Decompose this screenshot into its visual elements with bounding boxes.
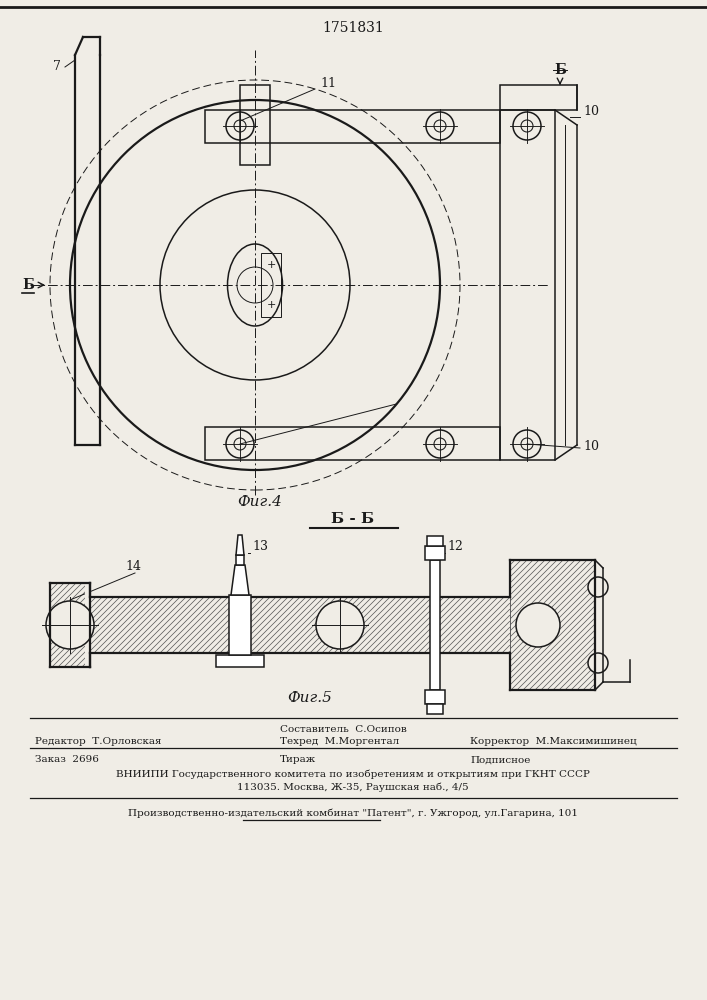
Bar <box>500 110 555 460</box>
Bar <box>430 560 440 690</box>
Text: 1751831: 1751831 <box>322 21 384 35</box>
Text: Редактор  Т.Орловская: Редактор Т.Орловская <box>35 738 161 746</box>
Text: Подписное: Подписное <box>470 756 530 764</box>
Text: Фиг.5: Фиг.5 <box>288 691 332 705</box>
Text: Б: Б <box>554 63 566 77</box>
Circle shape <box>516 603 560 647</box>
Bar <box>229 595 251 655</box>
Text: 12: 12 <box>447 540 463 553</box>
Text: 10: 10 <box>583 105 599 118</box>
Bar <box>510 560 595 690</box>
Text: Составитель  С.Осипов: Составитель С.Осипов <box>280 726 407 734</box>
Text: 113035. Москва, Ж-35, Раушская наб., 4/5: 113035. Москва, Ж-35, Раушская наб., 4/5 <box>237 782 469 792</box>
Text: Тираж: Тираж <box>280 756 316 764</box>
Text: 10: 10 <box>583 440 599 453</box>
Text: 11: 11 <box>320 77 336 90</box>
Polygon shape <box>231 565 249 595</box>
Bar <box>425 690 445 704</box>
Bar <box>427 536 443 546</box>
Bar <box>205 110 500 143</box>
Bar <box>236 555 244 565</box>
Text: 13: 13 <box>252 540 268 553</box>
Text: 14: 14 <box>125 560 141 573</box>
Text: Б - Б: Б - Б <box>332 512 375 526</box>
Bar <box>50 583 90 667</box>
Bar <box>425 546 445 560</box>
Circle shape <box>46 601 94 649</box>
Bar <box>85 583 90 667</box>
Text: Б: Б <box>22 278 34 292</box>
Bar <box>427 704 443 714</box>
Text: Заказ  2696: Заказ 2696 <box>35 756 99 764</box>
Text: +: + <box>267 300 276 310</box>
Bar <box>500 85 577 110</box>
Text: 7: 7 <box>53 60 61 73</box>
Text: ВНИИПИ Государственного комитета по изобретениям и открытиям при ГКНТ СССР: ВНИИПИ Государственного комитета по изоб… <box>116 769 590 779</box>
Bar <box>240 85 270 165</box>
Text: Производственно-издательский комбинат "Патент", г. Ужгород, ул.Гагарина, 101: Производственно-издательский комбинат "П… <box>128 808 578 818</box>
Circle shape <box>588 653 608 673</box>
Circle shape <box>588 577 608 597</box>
Text: Фиг.4: Фиг.4 <box>238 495 282 509</box>
Bar <box>261 253 281 317</box>
Bar <box>216 655 264 667</box>
Text: Техред  М.Моргентал: Техред М.Моргентал <box>280 738 399 746</box>
Circle shape <box>316 601 364 649</box>
Text: +: + <box>267 260 276 270</box>
Bar <box>205 427 500 460</box>
Polygon shape <box>236 535 244 555</box>
Bar <box>90 597 510 653</box>
Text: Корректор  М.Максимишинец: Корректор М.Максимишинец <box>470 738 637 746</box>
